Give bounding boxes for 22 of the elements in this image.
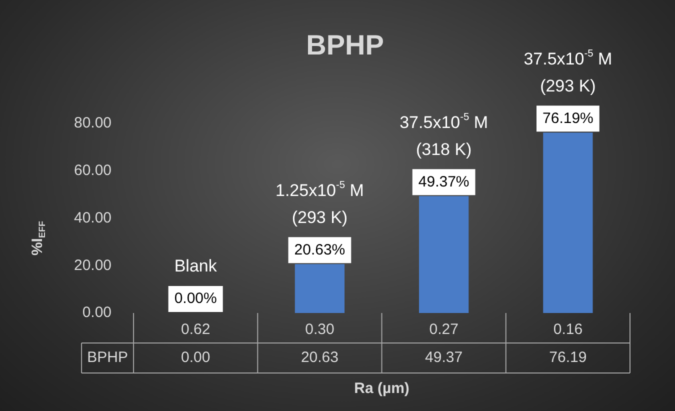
data-label: 20.63%	[294, 241, 346, 258]
x-axis-title: Ra (µm)	[354, 380, 410, 398]
x-tick-label: 0.30	[305, 321, 334, 338]
x-tick-label: 0.27	[429, 321, 458, 338]
annotation: Blank	[174, 256, 218, 276]
y-tick-label: 0.00	[82, 304, 112, 322]
text: 0.00	[180, 349, 210, 366]
data-label: 0.00%	[174, 290, 217, 308]
y-tick-label: 40.00	[74, 209, 112, 226]
text: 49.37	[425, 349, 463, 366]
x-tick-label: 0.62	[180, 321, 210, 338]
y-tick-label: 60.00	[74, 162, 112, 180]
text: 76.19	[549, 349, 587, 366]
chart-title: BPHP	[306, 30, 384, 61]
y-tick-label: 80.00	[74, 114, 112, 132]
data-label: 76.19%	[542, 110, 594, 127]
y-axis-title: %IEFF	[29, 220, 47, 256]
data-label: 49.37%	[418, 173, 470, 190]
x-tick-label: 0.16	[553, 321, 583, 338]
text: BPHP	[87, 349, 128, 366]
y-tick-label: 20.00	[74, 256, 112, 274]
text: 20.63	[300, 349, 338, 366]
